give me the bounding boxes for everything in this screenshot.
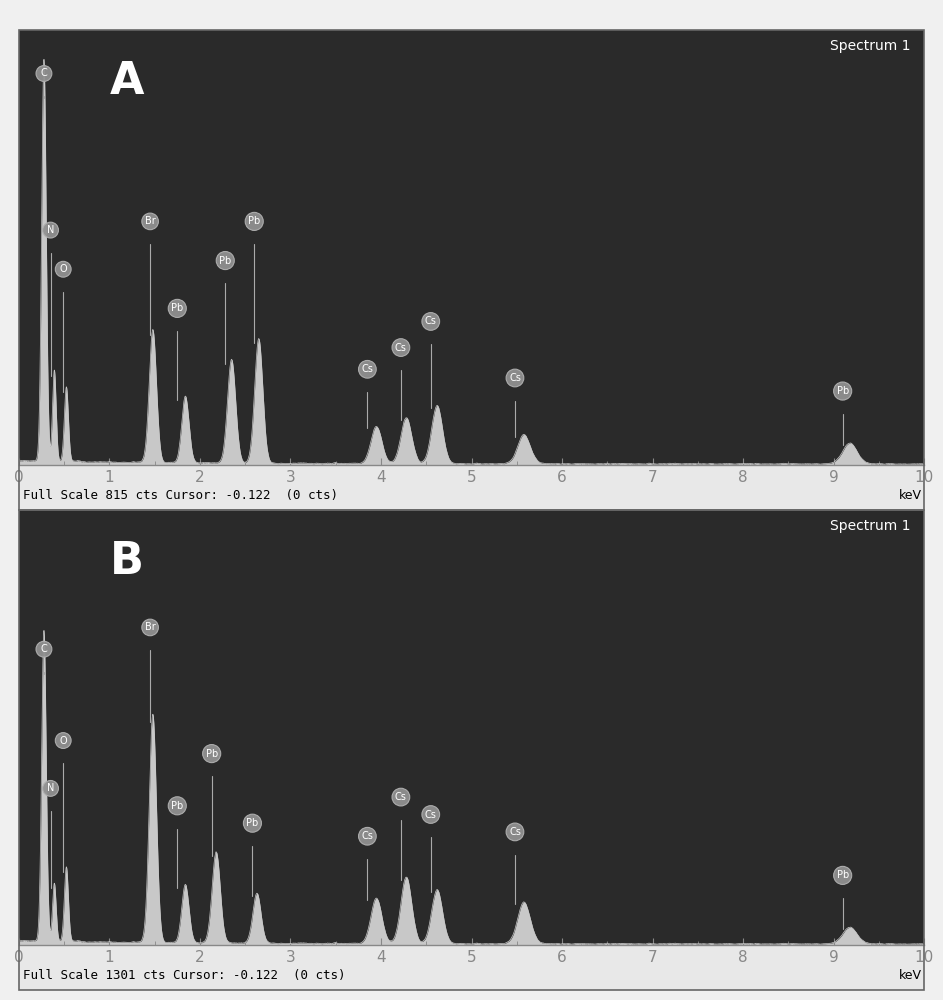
- Text: O: O: [59, 736, 67, 746]
- Text: N: N: [47, 783, 55, 793]
- Text: Spectrum 1: Spectrum 1: [830, 39, 911, 53]
- Text: Br: Br: [145, 622, 156, 632]
- Text: Pb: Pb: [836, 870, 849, 880]
- Text: Br: Br: [145, 216, 156, 226]
- Text: Pb: Pb: [836, 386, 849, 396]
- Text: Spectrum 1: Spectrum 1: [830, 519, 911, 533]
- Text: Cs: Cs: [425, 810, 437, 820]
- Text: keV: keV: [899, 969, 921, 982]
- Text: Pb: Pb: [219, 256, 231, 266]
- Text: Pb: Pb: [248, 216, 260, 226]
- Text: Cs: Cs: [395, 343, 406, 353]
- Text: Cs: Cs: [425, 316, 437, 326]
- Text: Cs: Cs: [509, 827, 521, 837]
- Text: A: A: [109, 60, 144, 103]
- Text: Full Scale 815 cts Cursor: -0.122  (0 cts): Full Scale 815 cts Cursor: -0.122 (0 cts…: [24, 489, 339, 502]
- Text: C: C: [41, 644, 47, 654]
- Text: O: O: [59, 264, 67, 274]
- Text: Cs: Cs: [395, 792, 406, 802]
- Text: Pb: Pb: [172, 801, 183, 811]
- Text: Cs: Cs: [361, 364, 373, 374]
- Text: Cs: Cs: [361, 831, 373, 841]
- Text: Pb: Pb: [172, 303, 183, 313]
- Text: keV: keV: [899, 489, 921, 502]
- Text: Cs: Cs: [509, 373, 521, 383]
- Text: C: C: [41, 68, 47, 79]
- Text: Pb: Pb: [206, 749, 218, 759]
- Text: B: B: [109, 540, 143, 583]
- Text: Pb: Pb: [246, 818, 258, 828]
- Text: Full Scale 1301 cts Cursor: -0.122  (0 cts): Full Scale 1301 cts Cursor: -0.122 (0 ct…: [24, 969, 346, 982]
- Text: N: N: [47, 225, 55, 235]
